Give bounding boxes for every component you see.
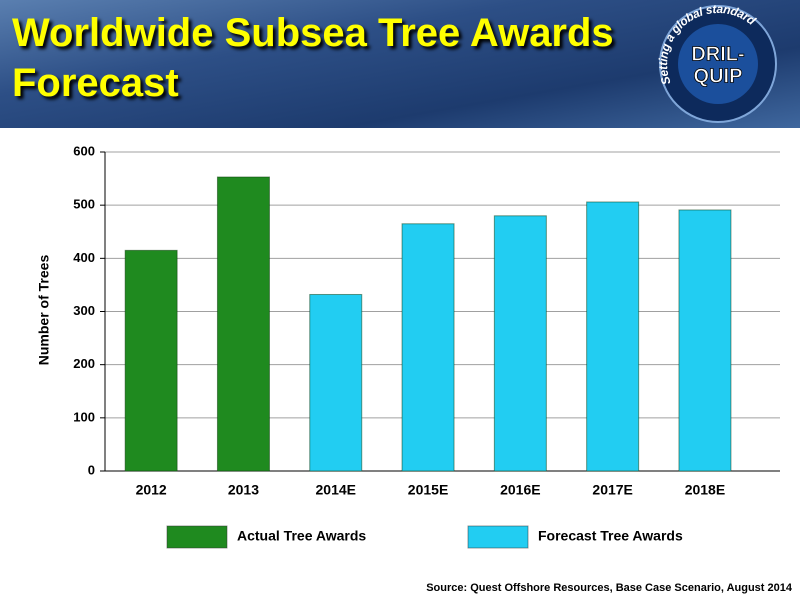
logo-brand: DRIL- — [691, 43, 744, 65]
y-tick-label: 300 — [73, 303, 95, 318]
y-tick-label: 600 — [73, 143, 95, 158]
bar — [309, 293, 363, 472]
bar — [678, 209, 732, 472]
bar — [493, 215, 547, 472]
bar — [216, 176, 270, 472]
chart-title: Worldwide Subsea Tree Awards Forecast — [12, 11, 614, 105]
legend-label: Actual Tree Awards — [237, 528, 366, 544]
legend-swatch — [467, 525, 529, 549]
y-tick-label: 100 — [73, 409, 95, 424]
x-tick-label: 2016E — [500, 482, 540, 498]
x-tick-label: 2013 — [228, 482, 259, 498]
y-tick-label: 200 — [73, 356, 95, 371]
legend-swatch — [166, 525, 228, 549]
y-axis-label: Number of Trees — [36, 255, 52, 366]
x-tick-label: 2018E — [685, 482, 725, 498]
y-tick-label: 0 — [88, 462, 95, 477]
x-tick-label: 2012 — [136, 482, 167, 498]
logo-brand: QUIP — [694, 65, 743, 87]
x-tick-label: 2017E — [592, 482, 632, 498]
y-tick-label: 500 — [73, 197, 95, 212]
y-tick-label: 400 — [73, 250, 95, 265]
bar — [586, 201, 640, 472]
source-note: Source: Quest Offshore Resources, Base C… — [426, 582, 793, 594]
x-tick-label: 2014E — [316, 482, 356, 498]
legend-label: Forecast Tree Awards — [538, 528, 683, 544]
logo-globe — [678, 24, 758, 104]
bar — [401, 223, 455, 472]
x-tick-label: 2015E — [408, 482, 448, 498]
bar — [124, 249, 178, 472]
logo: Setting a global standard DRIL- QUIP — [656, 2, 777, 123]
